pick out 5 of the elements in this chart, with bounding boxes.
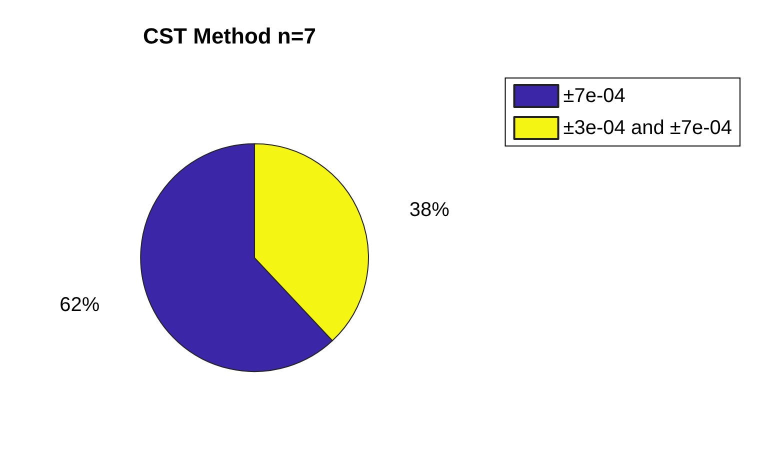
data-label: 62% — [60, 294, 100, 316]
data-label: 38% — [409, 199, 450, 222]
legend-label: ±3e-04 and ±7e-04 — [563, 117, 732, 139]
chart-title: CST Method n=7 — [143, 24, 316, 48]
legend-label: ±7e-04 — [563, 85, 626, 107]
